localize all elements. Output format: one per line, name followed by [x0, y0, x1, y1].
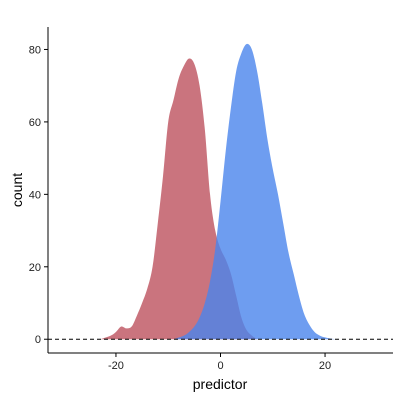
- x-tick-label: 0: [217, 360, 223, 372]
- y-tick-label: 80: [29, 44, 41, 56]
- y-axis-title: count: [9, 173, 25, 207]
- y-tick-label: 20: [29, 262, 41, 274]
- x-tick-label: 20: [319, 360, 331, 372]
- y-tick-label: 60: [29, 117, 41, 129]
- x-tick-label: -20: [108, 360, 124, 372]
- y-tick-label: 40: [29, 189, 41, 201]
- y-tick-label: 0: [35, 334, 41, 346]
- x-axis-title: predictor: [193, 376, 248, 392]
